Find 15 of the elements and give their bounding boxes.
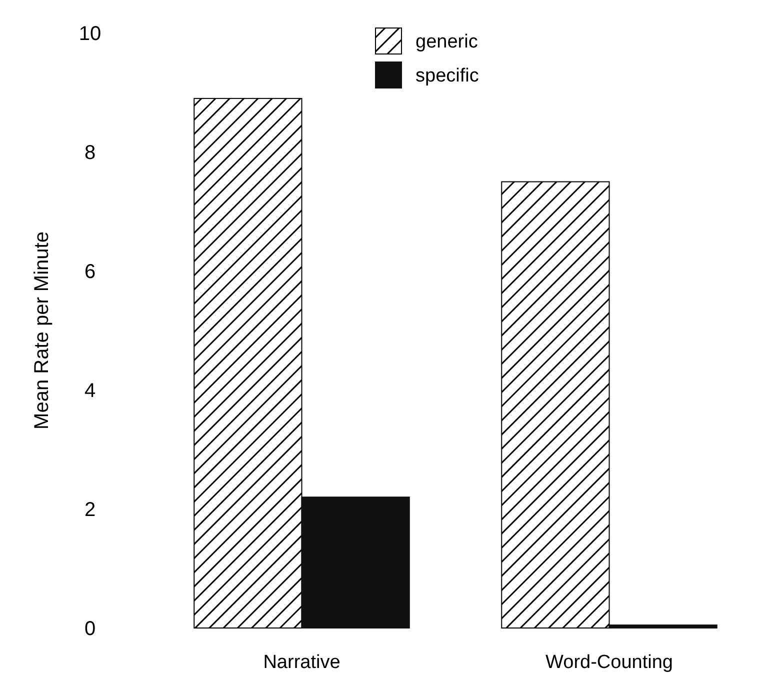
bar — [194, 98, 302, 628]
legend-label: specific — [416, 66, 479, 87]
x-tick-label: Word-Counting — [546, 652, 673, 673]
legend-label: generic — [416, 32, 478, 53]
y-tick-label: 0 — [84, 618, 96, 640]
y-tick-label: 6 — [84, 261, 96, 283]
bar — [501, 181, 610, 628]
bar — [608, 624, 718, 628]
y-tick-label: 2 — [84, 499, 96, 521]
y-axis-title: Mean Rate per Minute — [31, 232, 53, 430]
y-tick-label: 4 — [84, 380, 96, 402]
y-tick-label: 10 — [78, 23, 102, 45]
x-tick-label: Narrative — [263, 652, 340, 673]
bar — [301, 496, 410, 628]
y-tick-label: 8 — [84, 142, 96, 164]
